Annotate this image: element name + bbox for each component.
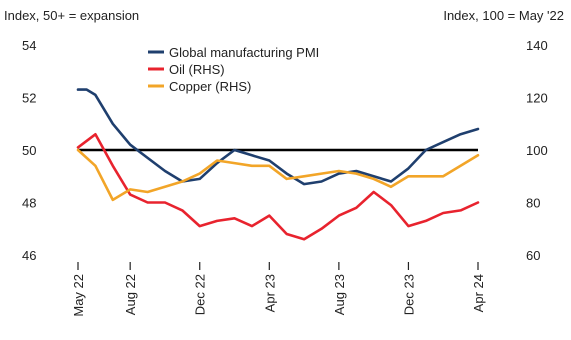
x-tick-label: May 22 (71, 274, 86, 317)
legend-label: Global manufacturing PMI (169, 45, 319, 60)
left-axis-title: Index, 50+ = expansion (4, 8, 139, 23)
legend: Global manufacturing PMI Oil (RHS) Copper … (148, 45, 319, 94)
right-tick-label: 100 (526, 143, 548, 158)
legend-label: Oil (RHS) (169, 62, 225, 77)
series-lines (76, 88, 480, 241)
left-axis-ticks: 54 52 50 48 46 (22, 38, 36, 263)
x-tick-label: Apr 23 (262, 274, 277, 312)
right-tick-label: 80 (526, 196, 540, 211)
axis-titles: Index, 50+ = expansion Index, 100 = May … (4, 8, 564, 23)
series-line-2 (76, 148, 480, 202)
right-tick-label: 60 (526, 248, 540, 263)
x-tick-label: Aug 23 (332, 274, 347, 315)
left-tick-label: 46 (22, 248, 36, 263)
x-tick-label: Aug 22 (123, 274, 138, 315)
x-axis: May 22 Aug 22 Dec 22 Apr 23 Aug 23 Dec 23 Apr … (71, 262, 486, 317)
right-tick-label: 140 (526, 38, 548, 53)
series-line-1 (76, 133, 480, 241)
left-tick-label: 50 (22, 143, 36, 158)
left-tick-label: 54 (22, 38, 36, 53)
x-tick-label: Dec 22 (193, 274, 208, 315)
legend-label: Copper (RHS) (169, 79, 251, 94)
right-axis-title: Index, 100 = May '22 (443, 8, 564, 23)
left-tick-label: 48 (22, 196, 36, 211)
x-tick-label: Dec 23 (401, 274, 416, 315)
right-tick-label: 120 (526, 91, 548, 106)
right-axis-ticks: 140 120 100 80 60 (526, 38, 548, 263)
series-line-0 (76, 88, 480, 186)
left-tick-label: 52 (22, 91, 36, 106)
x-tick-label: Apr 24 (471, 274, 486, 312)
